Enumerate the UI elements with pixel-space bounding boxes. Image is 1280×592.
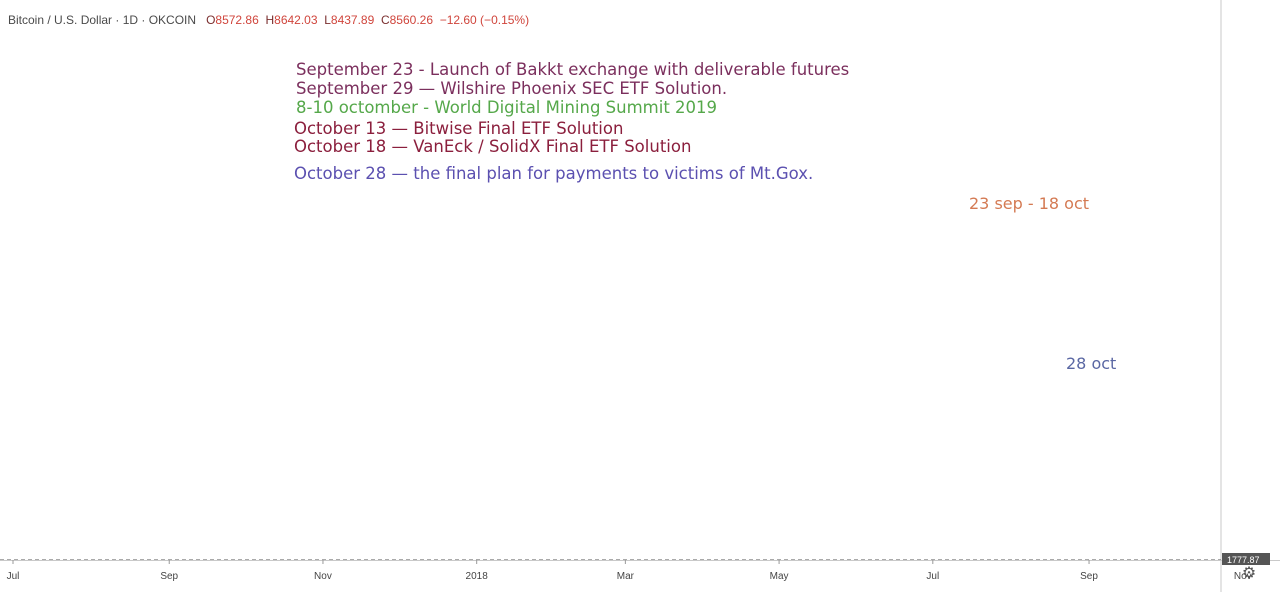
x-tick-label: Jul: [7, 571, 20, 582]
close-label: C: [380, 13, 390, 27]
open-label: O: [206, 13, 216, 27]
low-value: 8437.89: [330, 13, 375, 27]
range-label: 23 sep - 18 oct: [969, 194, 1090, 213]
symbol-title: Bitcoin / U.S. Dollar · 1D · OKCOIN: [8, 13, 197, 27]
x-tick-label: May: [770, 571, 789, 582]
x-tick-label: 2018: [466, 571, 489, 582]
annotation-vaneck: October 18 — VanEck / SolidX Final ETF S…: [294, 137, 692, 156]
annotation-mtgox: October 28 — the final plan for payments…: [294, 164, 814, 183]
low-label: L: [324, 13, 331, 27]
x-tick-label: Nov: [314, 571, 332, 582]
annotation-mining-summit: 8-10 octomber - World Digital Mining Sum…: [296, 98, 718, 117]
x-tick-label: Sep: [1080, 571, 1098, 582]
high-label: H: [265, 13, 275, 27]
close-value: 8560.26: [389, 13, 434, 27]
x-tick-label: Mar: [617, 571, 635, 582]
annotation-bakkt: September 23 - Launch of Bakkt exchange …: [296, 60, 850, 79]
bottom-price-text: 1777.87: [1227, 555, 1260, 565]
symbol-legend: Bitcoin / U.S. Dollar · 1D · OKCOIN O857…: [8, 13, 529, 27]
open-value: 8572.86: [215, 13, 259, 27]
oct28-label: 28 oct: [1066, 354, 1117, 373]
annotation-bitwise: October 13 — Bitwise Final ETF Solution: [294, 119, 624, 138]
annotation-wilshire: September 29 — Wilshire Phoenix SEC ETF …: [296, 79, 728, 98]
high-value: 8642.03: [274, 13, 318, 27]
gear-icon[interactable]: ⚙: [1241, 563, 1257, 582]
x-tick-label: Nov: [1234, 571, 1252, 582]
x-tick-label: Sep: [160, 571, 178, 582]
bottom-price-badge: [1222, 553, 1270, 565]
x-tick-label: Jul: [926, 571, 939, 582]
change-value: −12.60 (−0.15%): [439, 13, 530, 27]
